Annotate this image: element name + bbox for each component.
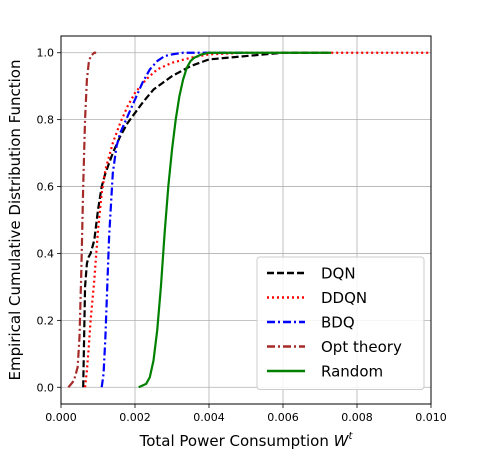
x-axis-label-superscript: t xyxy=(348,431,353,442)
legend-label: Opt theory xyxy=(321,338,402,356)
series-line-opt-theory xyxy=(67,51,97,388)
y-axis: 0.0 0.2 0.4 0.6 0.8 1.0 xyxy=(37,47,61,394)
y-tick-label: 0.4 xyxy=(37,247,55,260)
y-tick-label: 0.8 xyxy=(37,114,55,127)
legend-label: Random xyxy=(321,363,383,381)
y-tick-label: 1.0 xyxy=(37,47,55,60)
x-tick-label: 0.008 xyxy=(341,411,373,424)
legend-box xyxy=(256,256,425,390)
y-tick-label: 0.2 xyxy=(37,314,55,327)
x-tick-label: 0.010 xyxy=(415,411,447,424)
x-axis: 0.000 0.002 0.004 0.006 0.008 0.010 xyxy=(45,404,447,424)
x-axis-label-symbol: W xyxy=(334,432,350,450)
y-tick-label: 0.0 xyxy=(37,381,55,394)
x-tick-label: 0.006 xyxy=(267,411,299,424)
x-axis-label: Total Power Consumption Wt xyxy=(139,431,354,450)
series-line-random xyxy=(138,51,332,389)
y-tick-label: 0.6 xyxy=(37,181,55,194)
y-axis-label: Empirical Cumulative Distribution Functi… xyxy=(6,60,24,381)
series-lines xyxy=(67,51,431,389)
x-tick-label: 0.004 xyxy=(193,411,225,424)
x-axis-label-text: Total Power Consumption xyxy=(139,432,329,450)
x-tick-label: 0.002 xyxy=(119,411,151,424)
legend: DQN DDQN BDQ Opt theory Random xyxy=(256,256,425,390)
legend-label: DQN xyxy=(321,265,356,283)
series-line-bdq xyxy=(100,51,246,388)
x-tick-label: 0.000 xyxy=(45,411,77,424)
legend-label: BDQ xyxy=(321,314,355,332)
plot-frame xyxy=(60,35,432,405)
legend-label: DDQN xyxy=(321,289,367,307)
